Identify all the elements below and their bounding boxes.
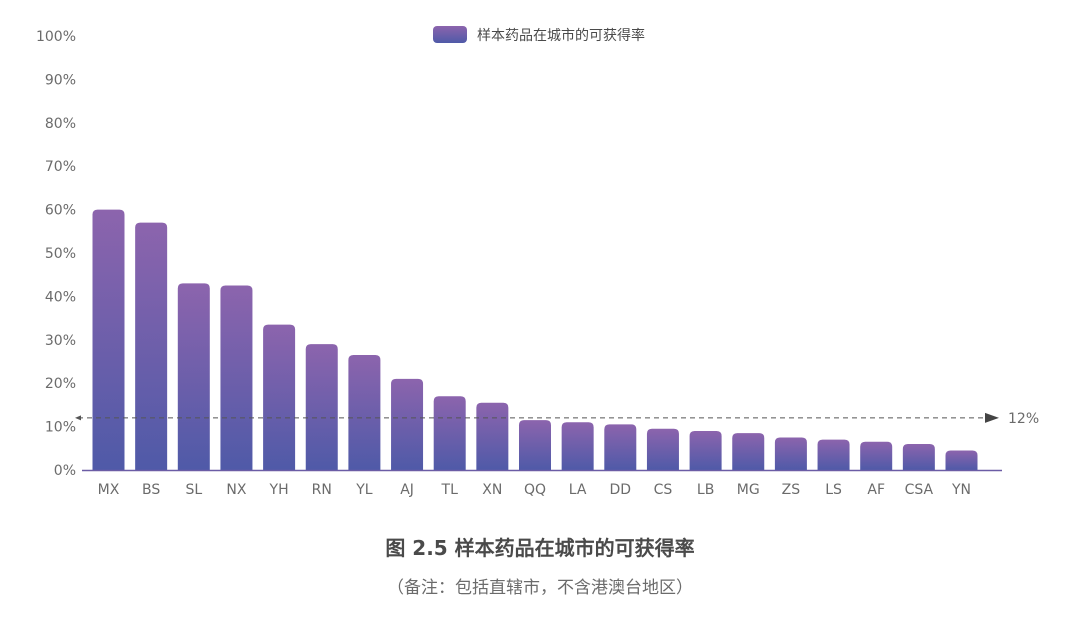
x-tick-label: LA — [569, 482, 587, 498]
x-tick-label: MG — [737, 482, 760, 498]
x-tick-label: TL — [441, 482, 459, 498]
bar-tl — [433, 396, 466, 470]
bar-zs — [774, 437, 807, 470]
bar-yh — [263, 324, 296, 470]
reference-start-marker — [75, 415, 81, 421]
bar-qq — [519, 420, 551, 470]
bar-af — [860, 441, 893, 470]
x-tick-label: YN — [951, 482, 971, 498]
bar-xn — [476, 402, 509, 470]
y-tick-label: 30% — [45, 333, 76, 349]
figure-title: 图 2.5 样本药品在城市的可获得率 — [385, 536, 695, 560]
x-tick-label: AJ — [400, 482, 414, 498]
reference-line-label: 12% — [1008, 411, 1039, 427]
x-axis-ticks: MX BS SL NX YH RN YL AJ TL XN QQ LA DD CS LB MG ZS LS AF CS… — [98, 482, 971, 498]
y-tick-label: 40% — [45, 289, 76, 305]
y-axis-ticks: 0% 10% 20% 30% 40% 50% 60% 70% 80% 90% 100% — [36, 29, 76, 479]
x-tick-label: AF — [867, 482, 885, 498]
y-tick-label: 60% — [45, 203, 76, 219]
x-tick-label: QQ — [524, 482, 546, 498]
x-tick-label: CS — [654, 482, 673, 498]
reference-line: 12% — [75, 411, 1039, 427]
bar-aj — [391, 378, 424, 470]
x-tick-label: YL — [355, 482, 373, 498]
bar-sl — [177, 283, 210, 470]
bar-bs — [135, 222, 168, 470]
bar-dd — [604, 424, 637, 470]
x-tick-label: BS — [142, 482, 160, 498]
x-tick-label: ZS — [782, 482, 801, 498]
x-tick-label: NX — [226, 482, 246, 498]
bar-yl — [348, 354, 381, 470]
bar-mg — [732, 433, 765, 470]
y-tick-label: 20% — [45, 376, 76, 392]
x-tick-label: YH — [269, 482, 289, 498]
bar-la — [561, 422, 594, 470]
y-tick-label: 100% — [36, 29, 76, 45]
bar-cs — [646, 428, 679, 470]
x-tick-label: LB — [697, 482, 714, 498]
bar-chart: 0% 10% 20% 30% 40% 50% 60% 70% 80% 90% 100% MX BS SL… — [36, 26, 1039, 498]
x-tick-label: SL — [185, 482, 202, 498]
x-tick-label: DD — [610, 482, 632, 498]
bar-ls — [817, 439, 850, 470]
y-tick-label: 50% — [45, 246, 76, 262]
x-tick-label: RN — [312, 482, 332, 498]
y-tick-label: 70% — [45, 159, 76, 175]
figure-note: （备注：包括直辖市，不含港澳台地区） — [387, 578, 693, 598]
x-tick-label: LS — [825, 482, 842, 498]
x-tick-label: MX — [98, 482, 120, 498]
legend: 样本药品在城市的可获得率 — [433, 26, 645, 44]
bar-csa — [902, 443, 935, 470]
legend-swatch — [433, 26, 467, 43]
x-tick-label: CSA — [905, 482, 934, 498]
y-tick-label: 0% — [54, 463, 76, 479]
bar-rn — [305, 344, 338, 470]
bar-yn — [945, 450, 978, 470]
y-tick-label: 90% — [45, 72, 76, 88]
bar-mx — [92, 209, 125, 470]
bar-nx — [220, 285, 253, 470]
x-tick-label: XN — [482, 482, 502, 498]
bar-lb — [689, 430, 722, 470]
bars — [92, 209, 978, 470]
reference-arrow-icon — [985, 412, 999, 423]
y-tick-label: 10% — [45, 420, 76, 436]
y-tick-label: 80% — [45, 116, 76, 132]
legend-label: 样本药品在城市的可获得率 — [477, 27, 645, 44]
